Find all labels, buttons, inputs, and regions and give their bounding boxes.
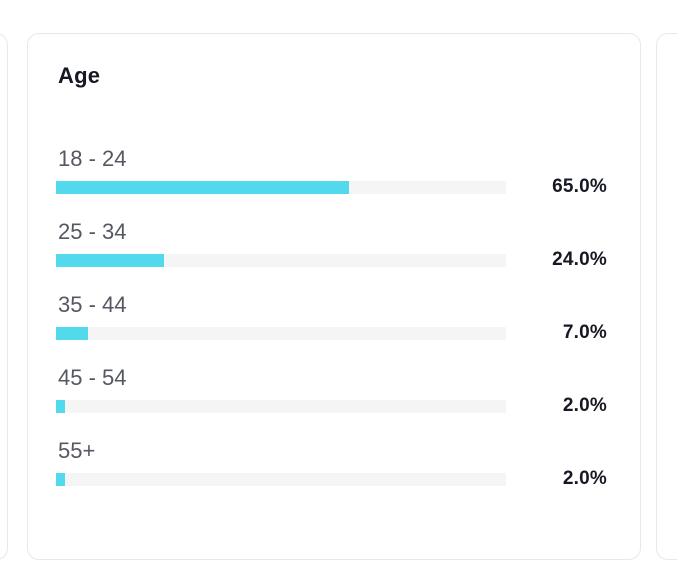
age-row: 45 - 54 2.0% bbox=[56, 365, 607, 416]
bar-line: 7.0% bbox=[56, 322, 607, 343]
age-row: 18 - 24 65.0% bbox=[56, 146, 607, 197]
bar-fill bbox=[56, 180, 349, 194]
age-range-label: 35 - 44 bbox=[58, 292, 127, 317]
percentage-value: 2.0% bbox=[562, 468, 607, 489]
bar-fill bbox=[56, 253, 164, 267]
bar-track bbox=[56, 399, 506, 413]
age-range-label: 25 - 34 bbox=[58, 219, 127, 244]
bar-fill bbox=[56, 326, 88, 340]
age-bar-list: 18 - 24 65.0% 25 - 34 24.0% 35 - 44 7.0% 45 - … bbox=[56, 146, 607, 489]
adjacent-card-left bbox=[0, 33, 8, 560]
age-row: 35 - 44 7.0% bbox=[56, 292, 607, 343]
percentage-value: 24.0% bbox=[552, 249, 607, 270]
age-range-label: 45 - 54 bbox=[58, 365, 127, 390]
bar-track bbox=[56, 180, 506, 194]
age-row: 55+ 2.0% bbox=[56, 438, 607, 489]
bar-track bbox=[56, 326, 506, 340]
percentage-value: 2.0% bbox=[562, 395, 607, 416]
bar-fill bbox=[56, 472, 65, 486]
age-range-label: 55+ bbox=[58, 438, 96, 463]
age-range-label: 18 - 24 bbox=[58, 146, 127, 171]
bar-line: 2.0% bbox=[56, 468, 607, 489]
percentage-value: 65.0% bbox=[552, 176, 607, 197]
bar-track bbox=[56, 253, 506, 267]
bar-line: 65.0% bbox=[56, 176, 607, 197]
bar-line: 2.0% bbox=[56, 395, 607, 416]
bar-track bbox=[56, 472, 506, 486]
bar-fill bbox=[56, 399, 65, 413]
card-title: Age bbox=[58, 63, 101, 88]
percentage-value: 7.0% bbox=[562, 322, 607, 343]
bar-line: 24.0% bbox=[56, 249, 607, 270]
age-card: Age 18 - 24 65.0% 25 - 34 24.0% 35 - 44 7.0% 4… bbox=[27, 33, 641, 560]
adjacent-card-right bbox=[656, 33, 677, 560]
age-row: 25 - 34 24.0% bbox=[56, 219, 607, 270]
